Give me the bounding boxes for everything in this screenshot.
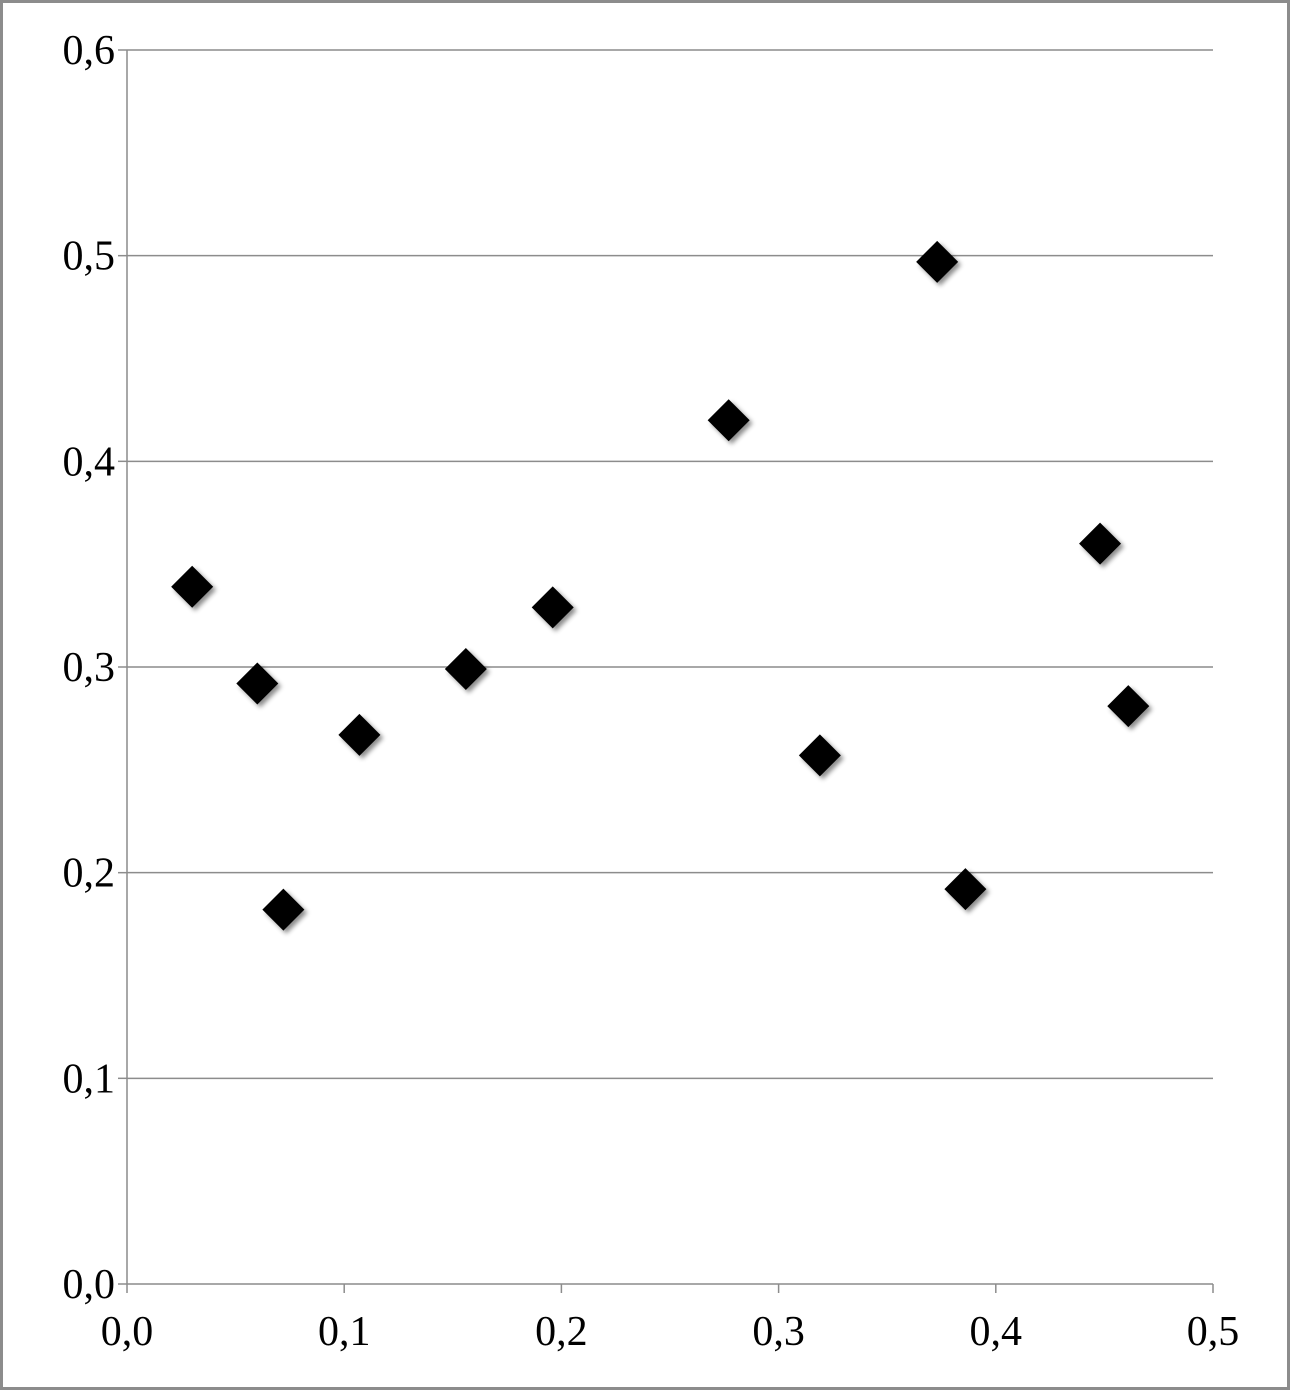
y-tick-label: 0,6 <box>63 28 116 74</box>
data-point-diamond <box>944 868 987 911</box>
y-tick-label: 0,0 <box>63 1262 116 1308</box>
data-points <box>171 240 1150 931</box>
grid-lines <box>127 49 1213 1080</box>
y-axis-tick-labels: 0,0 0,1 0,2 0,3 0,4 0,5 0,6 <box>63 28 116 1308</box>
scatter-chart: 0,0 0,1 0,2 0,3 0,4 0,5 0,6 0,0 0,1 0,2 0,3 0,4 0,5 <box>63 28 1240 1355</box>
data-point-diamond <box>338 713 381 756</box>
x-tick-label: 0,0 <box>101 1309 154 1355</box>
x-tick-label: 0,5 <box>1187 1309 1240 1355</box>
y-tick-label: 0,5 <box>63 234 116 280</box>
x-tick-label: 0,3 <box>752 1309 805 1355</box>
data-point-diamond <box>444 648 487 691</box>
data-point-diamond <box>262 888 305 931</box>
y-tick-label: 0,2 <box>63 851 116 897</box>
x-tick-label: 0,1 <box>318 1309 371 1355</box>
x-axis-tick-labels: 0,0 0,1 0,2 0,3 0,4 0,5 <box>101 1309 1240 1355</box>
axes <box>118 49 1214 1293</box>
data-point-diamond <box>707 399 750 442</box>
y-tick-label: 0,3 <box>63 645 116 691</box>
data-point-diamond <box>1079 522 1122 565</box>
data-point-diamond <box>531 586 574 629</box>
data-point-diamond <box>798 734 841 777</box>
x-tick-label: 0,4 <box>970 1309 1023 1355</box>
x-tick-label: 0,2 <box>535 1309 588 1355</box>
y-tick-label: 0,4 <box>63 439 116 485</box>
data-point-diamond <box>236 662 279 705</box>
data-point-diamond <box>916 240 959 283</box>
data-point-diamond <box>1107 685 1150 728</box>
y-tick-label: 0,1 <box>63 1056 116 1102</box>
data-point-diamond <box>171 565 214 608</box>
